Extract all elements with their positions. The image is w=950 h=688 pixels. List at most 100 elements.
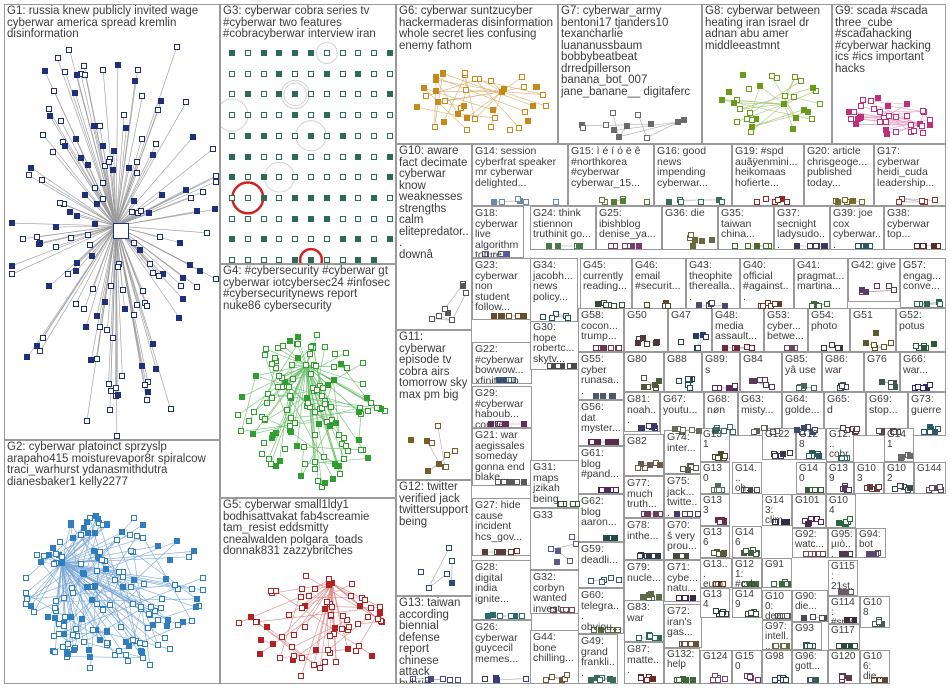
node[interactable]: [593, 393, 599, 399]
node[interactable]: [129, 209, 135, 215]
node[interactable]: [519, 613, 525, 619]
node[interactable]: [435, 423, 441, 429]
node[interactable]: [340, 216, 346, 222]
node[interactable]: [608, 575, 614, 581]
node[interactable]: [371, 257, 377, 263]
node[interactable]: [555, 363, 561, 369]
node[interactable]: [159, 596, 165, 602]
node[interactable]: [794, 243, 800, 249]
node[interactable]: [158, 605, 164, 611]
node[interactable]: [282, 379, 288, 385]
node[interactable]: [31, 609, 37, 615]
node[interactable]: [721, 428, 727, 434]
node[interactable]: [68, 520, 74, 526]
node[interactable]: [921, 345, 927, 351]
node[interactable]: [111, 148, 117, 154]
node[interactable]: [696, 428, 702, 434]
node[interactable]: [787, 450, 793, 456]
node[interactable]: [91, 123, 97, 129]
node[interactable]: [548, 546, 554, 552]
node[interactable]: [79, 616, 85, 622]
node[interactable]: [320, 385, 326, 391]
node[interactable]: [913, 343, 919, 349]
node[interactable]: [743, 487, 749, 493]
node[interactable]: [71, 647, 77, 653]
node[interactable]: [150, 341, 156, 347]
node[interactable]: [429, 440, 435, 446]
node[interactable]: [848, 589, 854, 595]
node[interactable]: [153, 366, 159, 372]
node[interactable]: [605, 627, 611, 633]
node[interactable]: [371, 71, 377, 77]
node[interactable]: [387, 91, 393, 97]
node[interactable]: [340, 91, 346, 97]
node[interactable]: [92, 583, 98, 589]
node[interactable]: [306, 593, 312, 599]
node[interactable]: [140, 522, 146, 528]
node[interactable]: [816, 303, 822, 309]
node[interactable]: [308, 371, 314, 377]
node[interactable]: [197, 268, 203, 274]
node[interactable]: [104, 628, 110, 634]
node[interactable]: [100, 143, 106, 149]
node[interactable]: [261, 174, 267, 180]
node[interactable]: [131, 198, 137, 204]
node[interactable]: [295, 355, 301, 361]
node[interactable]: [608, 345, 614, 351]
node[interactable]: [816, 453, 822, 459]
node[interactable]: [108, 283, 114, 289]
node[interactable]: [103, 566, 109, 572]
node[interactable]: [449, 558, 455, 564]
node[interactable]: [94, 313, 100, 319]
node[interactable]: [355, 50, 361, 56]
node[interactable]: [28, 165, 34, 171]
node[interactable]: [647, 633, 653, 639]
node[interactable]: [277, 655, 283, 661]
node[interactable]: [245, 133, 251, 139]
node[interactable]: [175, 586, 181, 592]
node[interactable]: [356, 643, 362, 649]
node[interactable]: [69, 585, 75, 591]
node[interactable]: [812, 487, 818, 493]
node[interactable]: [497, 613, 503, 619]
node[interactable]: [110, 167, 116, 173]
node[interactable]: [37, 240, 43, 246]
node[interactable]: [773, 643, 779, 649]
node[interactable]: [340, 195, 346, 201]
node[interactable]: [460, 283, 466, 289]
node[interactable]: [751, 378, 757, 384]
node[interactable]: [846, 675, 852, 681]
node[interactable]: [140, 288, 146, 294]
node[interactable]: [158, 98, 164, 104]
node[interactable]: [107, 602, 113, 608]
node[interactable]: [107, 407, 113, 413]
node[interactable]: [131, 577, 137, 583]
node[interactable]: [689, 427, 695, 433]
node[interactable]: [163, 576, 169, 582]
node[interactable]: [693, 333, 699, 339]
node[interactable]: [772, 453, 778, 459]
node[interactable]: [719, 97, 725, 103]
node[interactable]: [329, 604, 335, 610]
node[interactable]: [365, 408, 371, 414]
node[interactable]: [365, 455, 371, 461]
node[interactable]: [50, 545, 56, 551]
node[interactable]: [754, 487, 760, 493]
node[interactable]: [885, 103, 891, 109]
node[interactable]: [286, 384, 292, 390]
node[interactable]: [340, 236, 346, 242]
node[interactable]: [387, 112, 393, 118]
node[interactable]: [58, 118, 64, 124]
node[interactable]: [521, 479, 527, 485]
node[interactable]: [127, 532, 133, 538]
node[interactable]: [852, 643, 858, 649]
node[interactable]: [371, 216, 377, 222]
node[interactable]: [873, 330, 879, 336]
node[interactable]: [801, 383, 807, 389]
node[interactable]: [140, 655, 146, 661]
node[interactable]: [871, 677, 877, 683]
node[interactable]: [506, 377, 512, 383]
node[interactable]: [321, 454, 327, 460]
node[interactable]: [324, 71, 330, 77]
node[interactable]: [772, 677, 778, 683]
